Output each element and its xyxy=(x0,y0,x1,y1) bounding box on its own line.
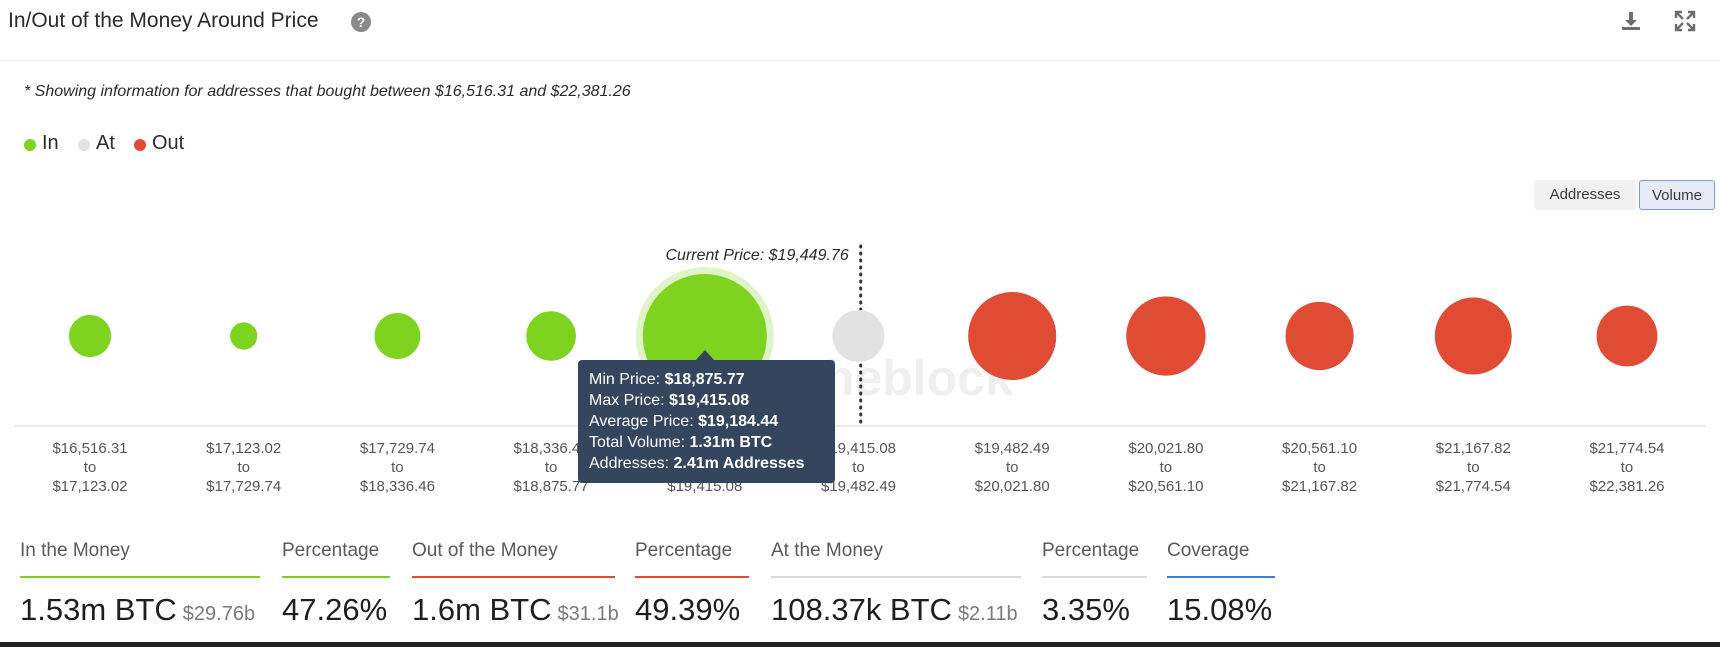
tooltip-total-volume: Total Volume: 1.31m BTC xyxy=(589,434,773,451)
stat-underline xyxy=(20,576,260,578)
stat-value: 1.6m BTC $31.1b xyxy=(412,592,619,627)
stat-value: 47.26% xyxy=(282,592,388,627)
legend-dot-in xyxy=(24,139,36,151)
chart-header: In/Out of the Money Around Price ? xyxy=(0,0,1720,61)
x-tick-label: $21,774.54 xyxy=(1589,440,1664,457)
volume-button[interactable]: Volume xyxy=(1639,180,1715,210)
bubble-out xyxy=(1285,301,1354,371)
x-tick-label: $20,021.80 xyxy=(975,478,1050,495)
stat-underline xyxy=(1042,576,1147,578)
x-tick-label: $17,123.02 xyxy=(52,478,127,495)
stat-label: Percentage xyxy=(1042,540,1140,561)
legend-label: Out xyxy=(152,132,185,154)
legend-label: In xyxy=(42,132,59,154)
stat-label: Coverage xyxy=(1167,540,1250,561)
tooltip-average-price: Average Price: $19,184.44 xyxy=(589,413,779,430)
tooltip-max-price: Max Price: $19,415.08 xyxy=(589,392,750,409)
addresses-button[interactable]: Addresses xyxy=(1534,180,1636,210)
x-tick-label: to xyxy=(237,459,250,476)
x-tick-label: to xyxy=(1006,459,1019,476)
x-tick-label: to xyxy=(545,459,558,476)
stat-value: 3.35% xyxy=(1042,592,1130,627)
x-tick-label: $18,336.46 xyxy=(360,478,435,495)
legend-dot-at xyxy=(78,139,90,151)
stat-label: In the Money xyxy=(20,540,130,561)
stat-underline xyxy=(282,576,390,578)
stat-value: 1.53m BTC $29.76b xyxy=(20,592,256,627)
x-tick-label: to xyxy=(1621,459,1634,476)
stat-underline xyxy=(771,576,1021,578)
x-tick-label: to xyxy=(852,459,865,476)
current-price-label: Current Price: $19,449.76 xyxy=(666,247,849,264)
x-tick-label: $21,774.54 xyxy=(1436,478,1511,495)
bubble-out xyxy=(1126,296,1206,376)
bubble-in xyxy=(68,314,112,358)
legend-dot-out xyxy=(134,139,146,151)
x-tick-label: $19,482.49 xyxy=(975,440,1050,457)
x-tick-label: $19,415.08 xyxy=(821,440,896,457)
stat-underline xyxy=(1167,576,1275,578)
download-icon[interactable] xyxy=(1619,9,1643,33)
x-tick-label: $18,875.77 xyxy=(514,478,589,495)
question-circle-icon[interactable]: ? xyxy=(351,12,371,32)
x-tick-label: to xyxy=(1467,459,1480,476)
stat-label: Out of the Money xyxy=(412,540,558,561)
stat-label: At the Money xyxy=(771,540,883,561)
x-tick-label: $17,729.74 xyxy=(360,440,435,457)
bubble-at xyxy=(832,309,885,363)
x-tick-label: $16,516.31 xyxy=(52,440,127,457)
tooltip-min-price: Min Price: $18,875.77 xyxy=(589,371,745,388)
bubble-out xyxy=(968,291,1057,381)
x-tick-label: $17,729.74 xyxy=(206,478,281,495)
tooltip-addresses: Addresses: 2.41m Addresses xyxy=(589,455,805,472)
x-tick-label: $21,167.82 xyxy=(1436,440,1511,457)
bottom-border xyxy=(0,642,1720,647)
stat-label: Percentage xyxy=(635,540,733,561)
x-tick-label: to xyxy=(84,459,97,476)
stat-value: 108.37k BTC $2.11b xyxy=(771,592,1018,627)
bubble-in xyxy=(374,313,421,359)
x-tick-label: to xyxy=(1160,459,1173,476)
stat-value: 15.08% xyxy=(1167,592,1273,627)
bubble-out xyxy=(1596,305,1658,367)
x-tick-label: to xyxy=(1313,459,1326,476)
stat-value: 49.39% xyxy=(635,592,741,627)
stat-underline xyxy=(412,576,615,578)
stat-underline xyxy=(635,576,749,578)
bubble-in xyxy=(230,322,258,350)
bubble-out xyxy=(1434,297,1512,375)
x-tick-label: to xyxy=(391,459,404,476)
legend-label: At xyxy=(96,132,115,154)
tooltip-caret xyxy=(695,350,715,361)
bubble-tooltip: Min Price: $18,875.77 Max Price: $19,415… xyxy=(578,360,835,483)
x-tick-label: $22,381.26 xyxy=(1589,478,1664,495)
bubble-in xyxy=(526,311,576,361)
x-tick-label: $19,482.49 xyxy=(821,478,896,495)
x-tick-label: $20,021.80 xyxy=(1128,440,1203,457)
stat-label: Percentage xyxy=(282,540,380,561)
chart-title: In/Out of the Money Around Price xyxy=(8,9,319,32)
range-note: * Showing information for addresses that… xyxy=(24,83,631,100)
x-tick-label: $21,167.82 xyxy=(1282,478,1357,495)
x-tick-label: $17,123.02 xyxy=(206,440,281,457)
x-tick-label: $18,336.46 xyxy=(514,440,589,457)
x-tick-label: $20,561.10 xyxy=(1128,478,1203,495)
expand-icon[interactable] xyxy=(1673,9,1697,33)
x-tick-label: $20,561.10 xyxy=(1282,440,1357,457)
